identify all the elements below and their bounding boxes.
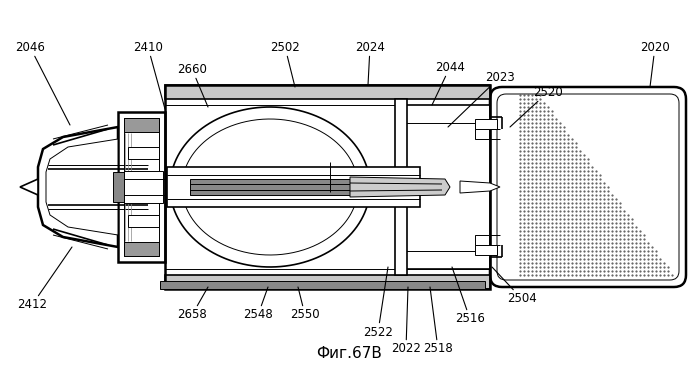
- Bar: [167, 167, 420, 207]
- Text: 2516: 2516: [452, 267, 485, 325]
- Text: 2410: 2410: [133, 40, 165, 109]
- Polygon shape: [460, 181, 500, 193]
- Text: 2660: 2660: [177, 62, 208, 107]
- Polygon shape: [38, 127, 118, 247]
- Bar: [160, 281, 485, 289]
- Text: 2044: 2044: [432, 61, 465, 105]
- Text: 2504: 2504: [492, 267, 537, 306]
- Bar: [475, 235, 489, 245]
- Text: 2023: 2023: [448, 71, 515, 127]
- Text: 2502: 2502: [270, 40, 300, 87]
- Polygon shape: [20, 179, 38, 195]
- Bar: [165, 275, 490, 289]
- Text: 2520: 2520: [510, 86, 563, 127]
- Text: 2046: 2046: [15, 40, 70, 125]
- Text: 2548: 2548: [243, 287, 273, 322]
- Text: 2412: 2412: [17, 247, 72, 312]
- Polygon shape: [350, 177, 450, 197]
- Bar: [124, 118, 159, 132]
- FancyBboxPatch shape: [490, 87, 686, 287]
- FancyBboxPatch shape: [497, 94, 679, 280]
- Text: 2022: 2022: [391, 287, 421, 356]
- Bar: [124, 118, 159, 256]
- Bar: [475, 129, 489, 139]
- Bar: [128, 147, 159, 159]
- Text: 2550: 2550: [290, 287, 320, 322]
- Bar: [475, 245, 497, 255]
- Bar: [128, 215, 159, 227]
- Text: 2518: 2518: [423, 287, 453, 356]
- Bar: [113, 172, 127, 202]
- Bar: [398, 105, 490, 269]
- Bar: [165, 85, 490, 99]
- Bar: [118, 112, 165, 262]
- Polygon shape: [46, 139, 118, 235]
- Text: 2024: 2024: [355, 40, 385, 85]
- Bar: [165, 85, 490, 289]
- Bar: [475, 119, 497, 129]
- Bar: [124, 171, 163, 203]
- Text: 2658: 2658: [177, 287, 208, 322]
- Bar: [395, 99, 407, 275]
- Text: 2522: 2522: [363, 267, 393, 338]
- Text: Фиг.67B: Фиг.67B: [317, 346, 382, 362]
- Text: 2020: 2020: [640, 40, 670, 87]
- Bar: [190, 179, 350, 195]
- Bar: [124, 242, 159, 256]
